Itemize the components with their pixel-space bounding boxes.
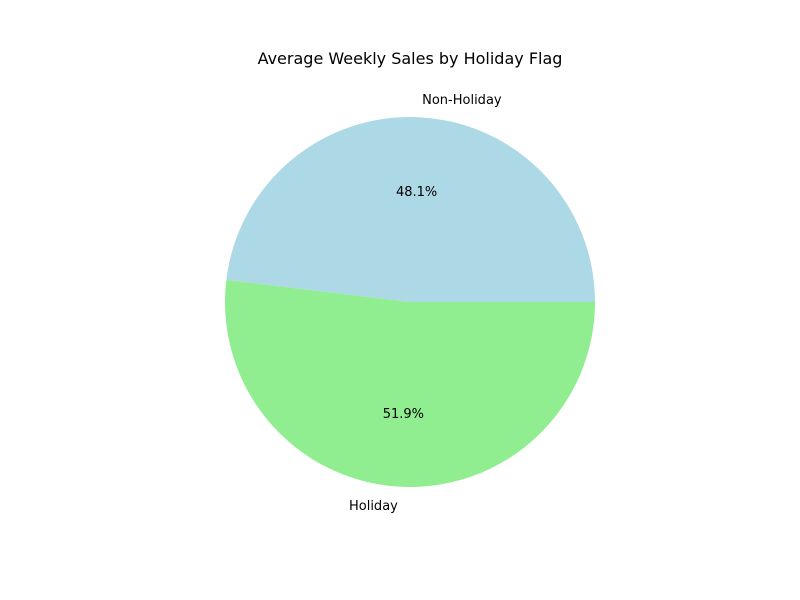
pie-slice-holiday bbox=[225, 279, 595, 487]
slice-percent-label: 48.1% bbox=[396, 185, 437, 200]
pie-slices bbox=[225, 116, 595, 487]
chart-title: Average Weekly Sales by Holiday Flag bbox=[258, 49, 563, 68]
slice-label: Non-Holiday bbox=[422, 93, 502, 108]
slice-label: Holiday bbox=[349, 499, 398, 514]
slice-percent-label: 51.9% bbox=[383, 407, 424, 422]
pie-slice-non-holiday bbox=[226, 116, 595, 302]
pie-labels: Non-Holiday 48.1% Holiday 51.9% bbox=[349, 93, 502, 514]
